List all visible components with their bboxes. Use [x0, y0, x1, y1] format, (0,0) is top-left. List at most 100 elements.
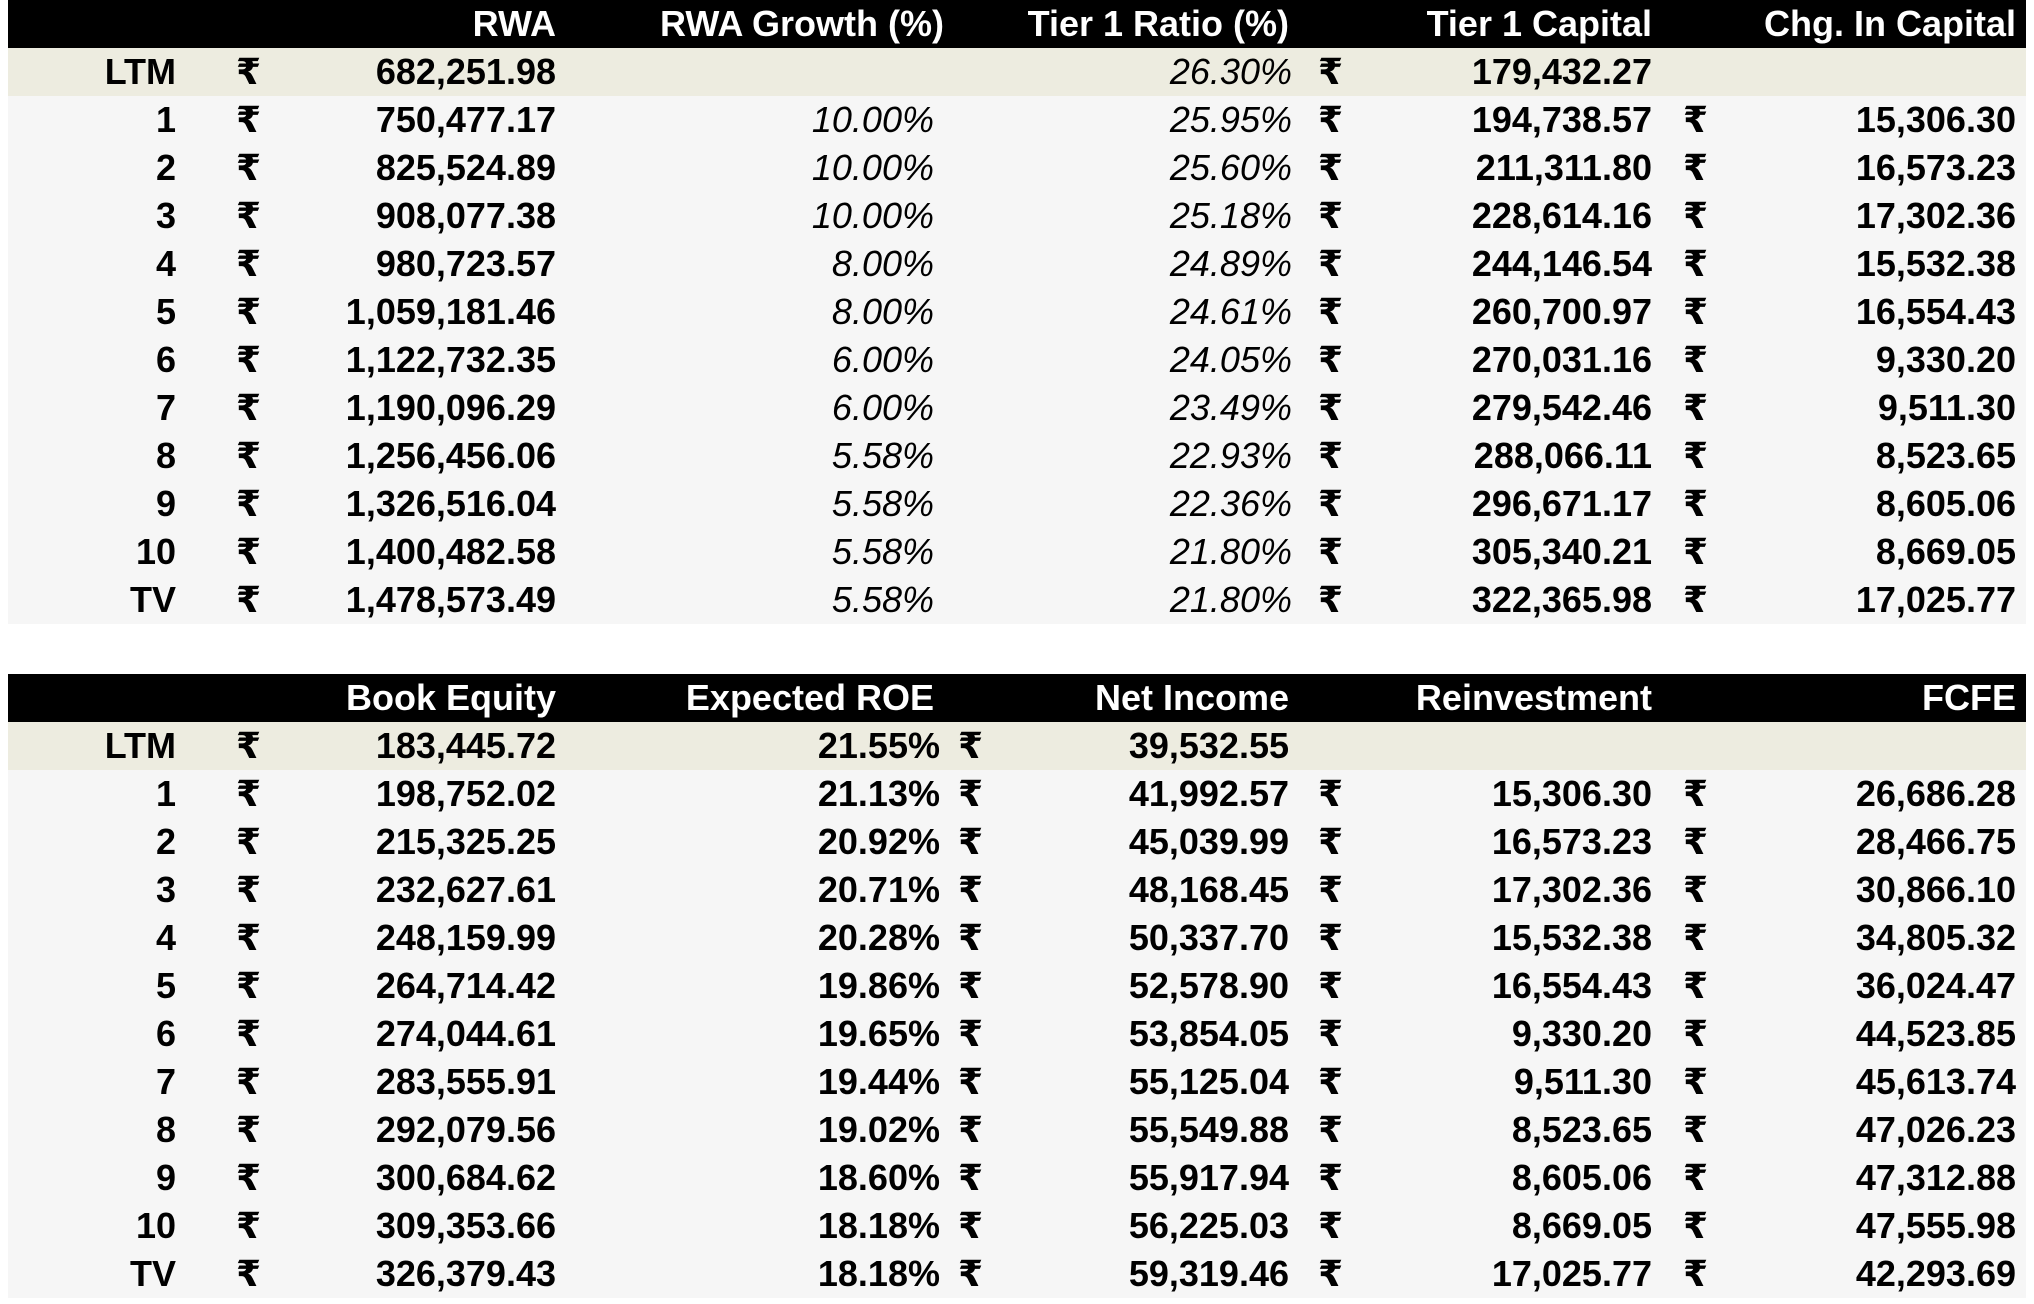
column-header: Tier 1 Ratio (%) [1027, 3, 1289, 44]
ratio-value: 22.93% [1169, 435, 1292, 476]
column-header: Tier 1 Capital [1426, 3, 1652, 44]
table-row: 4 ₹248,159.99 20.28% ₹50,337.70 ₹15,532.38 ₹3… [8, 914, 2026, 962]
capital-value: 305,340.21 [1471, 531, 1652, 572]
currency-symbol: ₹ [1683, 965, 1709, 1006]
currency-symbol: ₹ [958, 917, 984, 958]
table-row: 9 ₹1,326,516.04 5.58% 22.36% ₹296,671.17 ₹8,6… [8, 480, 2026, 528]
equity-value: 283,555.91 [375, 1061, 556, 1102]
currency-symbol: ₹ [236, 531, 262, 572]
currency-symbol: ₹ [1683, 531, 1709, 572]
roe-value: 20.71% [817, 869, 940, 910]
rwa-value: 1,059,181.46 [345, 291, 556, 332]
roe-value: 18.60% [817, 1157, 940, 1198]
currency-symbol: ₹ [958, 821, 984, 862]
roe-value: 20.28% [817, 917, 940, 958]
column-header: Chg. In Capital [1764, 3, 2016, 44]
table-row: 7 ₹1,190,096.29 6.00% 23.49% ₹279,542.46 ₹9,5… [8, 384, 2026, 432]
column-header: FCFE [1922, 677, 2016, 718]
roe-value: 19.86% [817, 965, 940, 1006]
roe-value: 21.13% [817, 773, 940, 814]
currency-symbol: ₹ [236, 869, 262, 910]
table-row: 5 ₹264,714.42 19.86% ₹52,578.90 ₹16,554.43 ₹3… [8, 962, 2026, 1010]
currency-symbol: ₹ [236, 195, 262, 236]
currency-symbol: ₹ [1318, 291, 1344, 332]
table-row: 5 ₹1,059,181.46 8.00% 24.61% ₹260,700.97 ₹16,… [8, 288, 2026, 336]
capital-value: 260,700.97 [1471, 291, 1652, 332]
row-label: 6 [155, 339, 176, 380]
row-label: 10 [135, 531, 176, 572]
currency-symbol: ₹ [958, 1205, 984, 1246]
currency-symbol: ₹ [236, 965, 262, 1006]
row-label: 3 [155, 195, 176, 236]
growth-value: 5.58% [831, 579, 934, 620]
column-header: Expected ROE [685, 677, 934, 718]
currency-symbol: ₹ [958, 773, 984, 814]
roe-value: 19.44% [817, 1061, 940, 1102]
reinv-value: 8,669.05 [1511, 1205, 1652, 1246]
growth-value: 5.58% [831, 435, 934, 476]
currency-symbol: ₹ [1318, 195, 1344, 236]
reinv-value: 15,306.30 [1491, 773, 1652, 814]
currency-symbol: ₹ [1318, 1109, 1344, 1150]
chg-value: 17,025.77 [1855, 579, 2016, 620]
currency-symbol: ₹ [1683, 579, 1709, 620]
fcfe-value: 28,466.75 [1855, 821, 2016, 862]
growth-value: 8.00% [831, 291, 934, 332]
income-value: 55,125.04 [1128, 1061, 1289, 1102]
ratio-value: 23.49% [1169, 387, 1292, 428]
ratio-value: 25.60% [1169, 147, 1292, 188]
chg-value: 16,554.43 [1855, 291, 2016, 332]
table-row: TV ₹326,379.43 18.18% ₹59,319.46 ₹17,025.77 ₹… [8, 1250, 2026, 1298]
currency-symbol: ₹ [1318, 579, 1344, 620]
currency-symbol: ₹ [1683, 1157, 1709, 1198]
currency-symbol: ₹ [1318, 773, 1344, 814]
currency-symbol: ₹ [1318, 387, 1344, 428]
row-label: 1 [155, 773, 176, 814]
row-label: 8 [155, 435, 176, 476]
row-label: 4 [155, 243, 176, 284]
income-value: 59,319.46 [1128, 1253, 1289, 1294]
row-label: 4 [155, 917, 176, 958]
reinv-value: 16,573.23 [1491, 821, 1652, 862]
table-row: 10 ₹309,353.66 18.18% ₹56,225.03 ₹8,669.05 ₹4… [8, 1202, 2026, 1250]
equity-fcfe-table: Book Equity Expected ROE Net Income Reinves… [8, 674, 2026, 1298]
currency-symbol: ₹ [1683, 195, 1709, 236]
roe-value: 18.18% [817, 1205, 940, 1246]
equity-value: 326,379.43 [375, 1253, 556, 1294]
header-row: RWA RWA Growth (%) Tier 1 Ratio (%) Tier 1 … [8, 0, 2026, 48]
currency-symbol: ₹ [958, 1109, 984, 1150]
rwa-value: 750,477.17 [375, 99, 556, 140]
chg-value: 16,573.23 [1855, 147, 2016, 188]
rwa-value: 1,256,456.06 [345, 435, 556, 476]
equity-value: 248,159.99 [375, 917, 556, 958]
chg-value: 9,330.20 [1875, 339, 2016, 380]
currency-symbol: ₹ [1683, 435, 1709, 476]
row-label: LTM [104, 725, 176, 766]
table-row: LTM ₹183,445.72 21.55% ₹39,532.55 [8, 722, 2026, 770]
reinv-value: 9,330.20 [1511, 1013, 1652, 1054]
table-row: 1 ₹750,477.17 10.00% 25.95% ₹194,738.57 ₹15,3… [8, 96, 2026, 144]
rwa-value: 682,251.98 [375, 51, 556, 92]
capital-value: 296,671.17 [1471, 483, 1652, 524]
equity-value: 198,752.02 [375, 773, 556, 814]
capital-value: 194,738.57 [1471, 99, 1652, 140]
row-label: 7 [155, 1061, 176, 1102]
currency-symbol: ₹ [236, 773, 262, 814]
column-header: Reinvestment [1415, 677, 1652, 718]
equity-value: 215,325.25 [375, 821, 556, 862]
income-value: 53,854.05 [1128, 1013, 1289, 1054]
chg-value: 15,306.30 [1855, 99, 2016, 140]
growth-value: 10.00% [811, 195, 934, 236]
currency-symbol: ₹ [236, 243, 262, 284]
reinv-value: 15,532.38 [1491, 917, 1652, 958]
fcfe-value: 47,026.23 [1855, 1109, 2016, 1150]
currency-symbol: ₹ [1318, 483, 1344, 524]
column-header: Book Equity [345, 677, 556, 718]
roe-value: 19.02% [817, 1109, 940, 1150]
growth-value: 10.00% [811, 99, 934, 140]
rwa-value: 980,723.57 [375, 243, 556, 284]
roe-value: 18.18% [817, 1253, 940, 1294]
ratio-value: 25.18% [1169, 195, 1292, 236]
currency-symbol: ₹ [1318, 821, 1344, 862]
income-value: 55,917.94 [1128, 1157, 1289, 1198]
